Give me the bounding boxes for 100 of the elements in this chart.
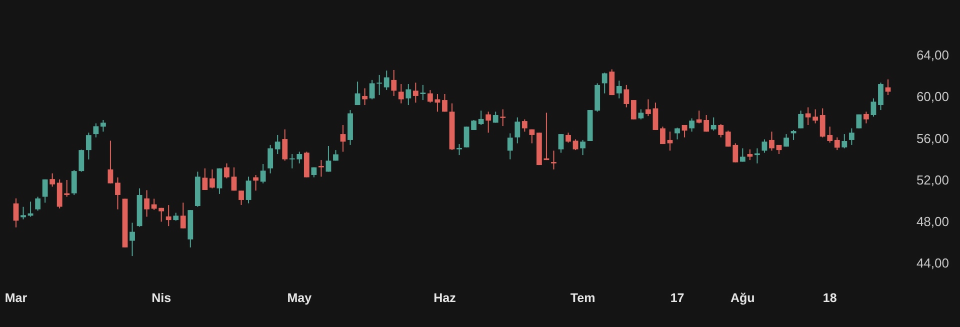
candlestick [572, 138, 578, 151]
candlestick [253, 174, 258, 192]
y-tick-label: 60,00 [916, 89, 949, 104]
candlestick [246, 176, 252, 204]
candlestick [784, 134, 789, 148]
candlestick [100, 120, 106, 132]
candlestick [551, 150, 556, 170]
candlestick [384, 70, 390, 90]
candlestick [391, 69, 397, 96]
candlestick [231, 166, 237, 192]
candlestick [398, 84, 404, 104]
y-tick-label: 56,00 [916, 130, 949, 146]
candlestick [180, 202, 186, 229]
candlestick [616, 80, 622, 99]
candlestick [718, 124, 724, 138]
candlestick [580, 139, 586, 156]
candlestick [682, 124, 688, 138]
candlestick [747, 148, 753, 161]
candlestick [689, 118, 694, 132]
candlestick [282, 128, 288, 162]
candlestick [318, 160, 324, 178]
candlestick [20, 206, 26, 220]
candlestick [210, 168, 215, 189]
candlestick [464, 126, 470, 148]
candlestick [166, 204, 172, 227]
y-tick-label: 48,00 [916, 214, 949, 229]
x-tick-label: 18 [822, 291, 837, 305]
candlestick [529, 128, 535, 144]
candlestick [769, 131, 774, 152]
x-tick-label: 17 [670, 291, 684, 305]
candlestick [224, 162, 230, 179]
candlestick [652, 102, 658, 130]
candlestick [848, 128, 854, 146]
candlestick [638, 108, 644, 120]
candlestick [216, 168, 222, 194]
candlestick [842, 134, 848, 149]
x-tick-label: Tem [570, 291, 596, 305]
candlestick [71, 170, 77, 196]
candlestick [870, 98, 876, 118]
candlestick [86, 132, 92, 160]
candlestick [602, 72, 608, 94]
candlestick [864, 111, 869, 124]
x-tick-label: May [287, 291, 312, 305]
candlestick [522, 118, 528, 132]
candlestick [428, 90, 433, 104]
candlestick [646, 98, 651, 117]
x-tick-label: Haz [434, 291, 456, 305]
candlestick [609, 68, 615, 96]
y-tick-label: 44,00 [916, 256, 949, 271]
candlestick [108, 140, 114, 184]
y-tick-label: 64,00 [916, 48, 949, 63]
candlestick [362, 88, 368, 106]
candlestick [202, 168, 208, 190]
candlestick [566, 132, 571, 144]
candlestick [667, 131, 673, 152]
candlestick [630, 100, 636, 120]
candlestick [834, 136, 840, 151]
x-tick-label: Nis [152, 291, 172, 305]
candlestick [369, 79, 375, 100]
candlestick [456, 144, 462, 156]
candlestick [507, 132, 513, 160]
candlestick [50, 172, 56, 188]
candlestick [624, 84, 630, 108]
candlestick [790, 129, 796, 140]
candlestick [514, 116, 520, 144]
candlestick [754, 148, 760, 164]
candlestick [238, 190, 244, 206]
candlestick [412, 82, 418, 104]
y-tick-label: 52,00 [916, 172, 949, 188]
candlestick [856, 114, 862, 129]
x-tick-label: Ağu [730, 291, 755, 305]
candlestick [326, 146, 332, 172]
candlestick [486, 111, 492, 134]
candlestick [798, 110, 804, 129]
candlestick [354, 81, 360, 106]
candlestick [878, 82, 884, 111]
candlestick [35, 196, 40, 212]
candlestick [93, 122, 99, 138]
candlestick [710, 116, 716, 132]
candlestick [274, 134, 280, 155]
candlestick [500, 108, 506, 127]
candlestick [268, 144, 274, 174]
candlestick [115, 176, 120, 210]
candlestick [376, 74, 382, 96]
candlestick [144, 190, 150, 218]
candlestick [420, 84, 426, 101]
candlestick [42, 178, 48, 204]
candlestick [660, 126, 666, 145]
candlestick [478, 110, 484, 126]
candlestick [340, 124, 346, 152]
candlestick [762, 138, 768, 154]
candlestick [260, 163, 266, 184]
x-tick-label: Mar [4, 291, 28, 305]
candlestick [13, 198, 19, 228]
candlestick [130, 222, 135, 257]
candlestick [674, 127, 680, 140]
candlestick [406, 84, 412, 106]
candlestick [740, 148, 746, 162]
candlestick [442, 94, 448, 112]
candlestick [471, 120, 476, 130]
